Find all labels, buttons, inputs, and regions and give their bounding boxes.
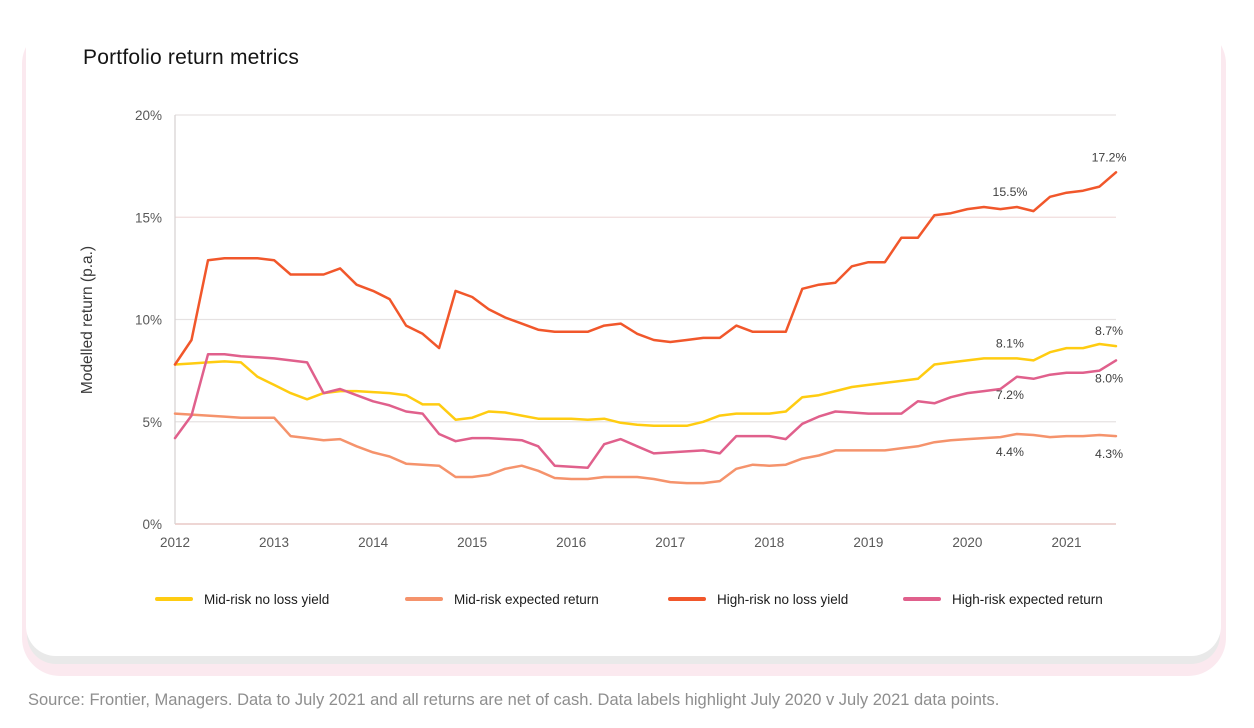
legend-swatch-mid-risk-no-loss-yield xyxy=(155,597,193,601)
chart-canvas: 0% 5% 10% 15% 20% 2012 2013 2014 2015 2016 2017 201… xyxy=(79,108,1127,550)
legend-swatch-mid-risk-expected-return xyxy=(405,597,443,601)
legend-swatch-high-risk-expected-return xyxy=(903,597,941,601)
series-line-mid-risk-no-loss-yield xyxy=(173,342,1118,428)
x-tick-label: 2012 xyxy=(160,535,190,550)
legend-label: High-risk no loss yield xyxy=(717,591,849,607)
chart-legend: Mid-risk no loss yield Mid-risk expected … xyxy=(0,589,1254,611)
x-tick-label: 2021 xyxy=(1051,535,1081,550)
y-tick-label: 20% xyxy=(135,108,162,123)
x-tick-label: 2014 xyxy=(358,535,389,550)
page-title: Portfolio return metrics xyxy=(83,46,300,69)
data-label-mid-risk-expected-return-2021.5: 4.3% xyxy=(1095,447,1123,461)
chart-card: Portfolio return metrics xyxy=(26,4,1221,656)
data-label-high-risk-expected-return-2020.5: 7.2% xyxy=(996,388,1024,402)
x-tick-label: 2013 xyxy=(259,535,289,550)
x-tick-label: 2016 xyxy=(556,535,586,550)
x-tick-label: 2019 xyxy=(853,535,883,550)
series-line-high-risk-expected-return xyxy=(173,353,1118,470)
legend-label: High-risk expected return xyxy=(952,591,1103,607)
series-line-mid-risk-expected-return xyxy=(173,412,1118,485)
y-tick-label: 15% xyxy=(135,210,162,225)
y-axis-title: Modelled return (p.a.) xyxy=(79,246,96,394)
y-tick-label: 10% xyxy=(135,313,162,328)
data-label-mid-risk-no-loss-yield-2021.5: 8.7% xyxy=(1095,324,1123,338)
data-label-high-risk-no-loss-yield-2020.5: 15.5% xyxy=(993,185,1028,199)
data-label-mid-risk-no-loss-yield-2020.5: 8.1% xyxy=(996,336,1024,350)
legend-label: Mid-risk no loss yield xyxy=(204,591,330,607)
x-tick-label: 2020 xyxy=(952,535,982,550)
y-tick-label: 0% xyxy=(142,517,162,532)
data-label-high-risk-expected-return-2021.5: 8.0% xyxy=(1095,371,1123,385)
legend-label: Mid-risk expected return xyxy=(454,591,599,607)
legend-item-high-risk-no-loss-yield: High-risk no loss yield xyxy=(668,589,848,609)
legend-item-mid-risk-expected-return: Mid-risk expected return xyxy=(405,589,599,609)
legend-item-high-risk-expected-return: High-risk expected return xyxy=(903,589,1103,609)
series-line-high-risk-no-loss-yield xyxy=(173,171,1118,366)
data-label-high-risk-no-loss-yield-2021.5: 17.2% xyxy=(1092,150,1127,164)
x-tick-label: 2015 xyxy=(457,535,487,550)
legend-item-mid-risk-no-loss-yield: Mid-risk no loss yield xyxy=(155,589,329,609)
data-label-mid-risk-expected-return-2020.5: 4.4% xyxy=(996,445,1024,459)
y-tick-label: 5% xyxy=(142,415,162,430)
x-tick-label: 2018 xyxy=(754,535,784,550)
source-note: Source: Frontier, Managers. Data to July… xyxy=(28,691,1000,709)
legend-swatch-high-risk-no-loss-yield xyxy=(668,597,706,601)
x-tick-label: 2017 xyxy=(655,535,685,550)
